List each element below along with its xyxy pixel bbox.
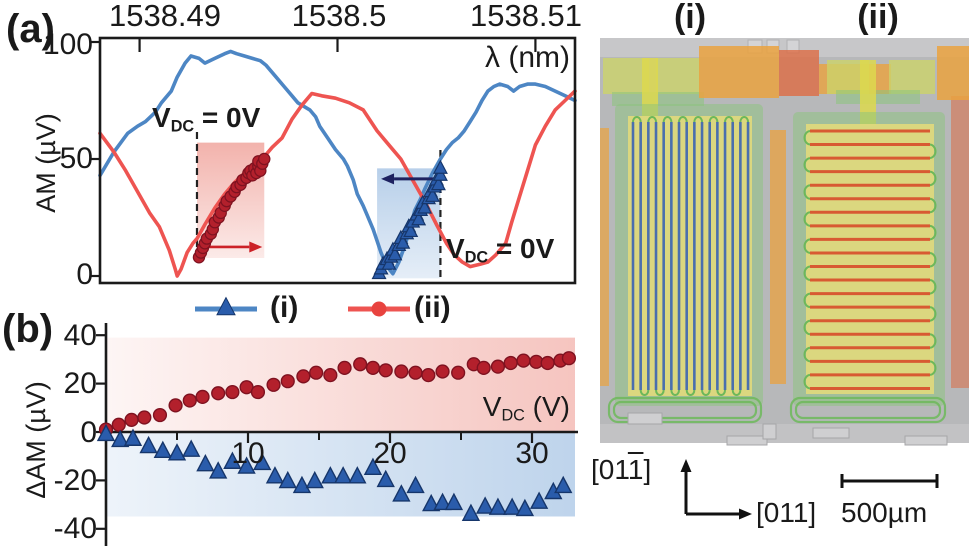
micrograph-red-pad	[779, 50, 819, 96]
micrograph-bottom-strip	[600, 424, 969, 443]
micrograph-serpentine-traces	[607, 396, 947, 424]
a-vdc-annotation-left: VDC = 0V	[152, 102, 261, 136]
legend-label-i: (i)	[270, 291, 299, 324]
panel-a-label: (a)	[6, 7, 55, 51]
micrograph-pad	[656, 58, 700, 94]
a-navy-arrow-left	[381, 173, 439, 185]
crystal-axis-up-arrow	[680, 459, 692, 514]
micrograph-bond-pad	[812, 427, 850, 439]
b-series-triangle	[96, 423, 573, 521]
micrograph-device-ii-fingers	[810, 129, 930, 390]
micrograph-device-ii-label: (ii)	[857, 0, 899, 36]
micrograph-right-red-strip	[951, 96, 969, 388]
micrograph-device-i-label: (i)	[673, 0, 707, 36]
micrograph-device-i-loops	[632, 116, 750, 396]
crystal-axis-vertical-label: [011]	[591, 454, 652, 485]
a-blue-curve	[98, 49, 577, 276]
a-top-tick-3: 1538.51	[469, 0, 583, 33]
micrograph-bond-pad	[627, 412, 663, 425]
micrograph-top-strip	[600, 38, 969, 57]
b-x-tick-20: 20	[373, 437, 407, 470]
micrograph-mid-orange-strip	[770, 130, 786, 384]
panel-b-plot	[96, 323, 578, 546]
b-y-tick-20: 20	[63, 367, 97, 400]
b-y-tick-40: 40	[63, 319, 97, 352]
a-vdc-annotation-right: VDC = 0V	[446, 233, 555, 267]
b-y-tick-neg20: -20	[53, 464, 97, 497]
a-y-tick-50: 50	[59, 142, 93, 175]
micrograph-stem-ii	[860, 60, 876, 126]
micrograph-orange-pad	[699, 46, 779, 98]
panel-a-plot	[90, 36, 577, 285]
micrograph-pad	[603, 58, 649, 94]
micrograph-device-ii-loops	[803, 130, 937, 390]
b-series-circle	[98, 351, 577, 437]
micrograph-bond-pad	[762, 423, 777, 440]
a-markers-circle	[192, 152, 271, 264]
micrograph-orange-pad	[937, 46, 969, 100]
curve	[98, 49, 577, 276]
a-top-tick-1: 1538.49	[108, 0, 222, 33]
scale-bar-label: 500µm	[841, 497, 928, 528]
a-x-axis-unit: λ (nm)	[485, 41, 570, 74]
micrograph-green-bus	[836, 90, 920, 104]
a-top-tick-2: 1538.5	[291, 0, 387, 33]
legend-triangle-marker	[216, 296, 236, 316]
b-y-tick-0: 0	[80, 416, 97, 449]
crystal-axes-and-scalebar	[680, 459, 939, 520]
crystal-axis-right-arrow	[686, 508, 752, 520]
legend-label-ii: (ii)	[414, 291, 451, 324]
b-y-axis-label: ΔAM (µV)	[20, 381, 51, 499]
micrograph-device-i-fingers	[631, 122, 750, 390]
b-positive-shading	[106, 337, 575, 431]
legend-circle-marker	[371, 301, 387, 317]
a-y-axis-label: AM (µV)	[30, 113, 61, 213]
panel-b-label: (b)	[2, 307, 54, 351]
scale-bar	[840, 474, 939, 488]
crystal-axis-horizontal-label: [011]	[756, 497, 817, 528]
micrograph-left-orange-strip	[600, 128, 609, 386]
a-y-tick-100: 100	[42, 28, 93, 61]
micrograph-device-ii-area	[806, 124, 934, 394]
micrograph-image	[600, 38, 969, 446]
curve	[98, 89, 577, 278]
b-y-tick-neg40: -40	[53, 512, 97, 545]
micrograph-pad	[889, 60, 935, 94]
b-x-tick-30: 30	[515, 437, 549, 470]
a-markers-triangle	[371, 159, 448, 280]
a-red-curve	[98, 89, 577, 278]
micrograph-bond-pad	[904, 435, 948, 446]
a-plot-frame	[98, 36, 577, 285]
micrograph-bond-pad	[726, 435, 768, 446]
legend-markers	[195, 296, 410, 317]
b-x-axis-label: VDC (V)	[482, 391, 570, 425]
a-y-tick-0: 0	[76, 258, 93, 291]
b-x-tick-10: 10	[231, 437, 265, 470]
